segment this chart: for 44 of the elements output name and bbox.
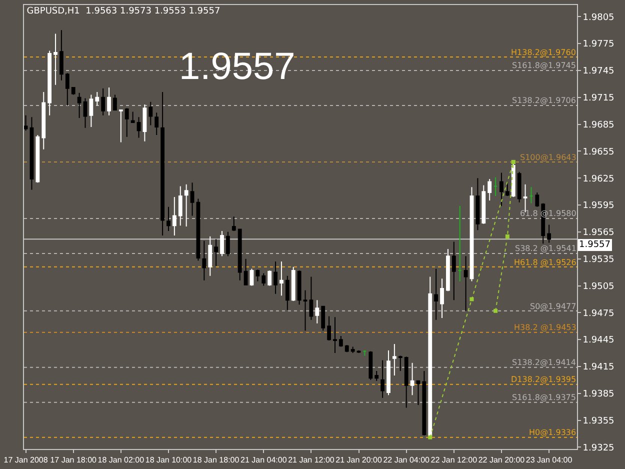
ref-line-label: S138.2@1.9414	[512, 358, 576, 367]
y-tick-label: 1.9505	[582, 282, 614, 292]
y-tick-label: 1.9805	[582, 12, 614, 23]
y-tick-label: 1.9715	[582, 94, 614, 104]
ref-line-label: S161.8@1.9375	[512, 393, 576, 402]
x-tick-label: 18 Jan 10:00	[145, 456, 192, 465]
ref-line-label: S0@1.9477	[530, 302, 576, 311]
x-tick-label: 17 Jan 2008	[4, 456, 48, 465]
x-tick-label: 23 Jan 04:00	[526, 456, 573, 465]
x-tick-label: 18 Jan 18:00	[192, 456, 240, 465]
ref-line-label: H0@1.9336	[529, 428, 576, 437]
y-tick-label: 1.9475	[582, 308, 614, 319]
ref-line-label: D138.2@1.9395	[511, 375, 576, 384]
ref-line-label: H38.2 @1.9453	[514, 323, 576, 332]
x-tick-label: 21 Jan 12:00	[288, 456, 335, 465]
text: 1.9557	[179, 46, 296, 88]
chart-title: GBPUSD,H1 1.9563 1.9573 1.9553 1.9557	[26, 6, 220, 16]
ref-line-label: S38.2 @1.9541	[515, 244, 576, 253]
x-tick-label: 21 Jan 04:00	[240, 456, 288, 465]
y-tick-label: 1.9685	[582, 120, 614, 130]
ref-line-label: S138.2@1.9706	[512, 96, 576, 105]
y-tick-label: 1.9415	[582, 362, 614, 373]
y-tick-label: 1.9625	[582, 174, 614, 184]
ref-line-label: 1.9557	[579, 240, 610, 250]
x-tick-label: 17 Jan 18:00	[50, 456, 98, 465]
y-tick-label: 1.9355	[582, 416, 614, 426]
ref-line-label: S100@1.9643	[520, 153, 576, 162]
y-tick-label: 1.9535	[582, 254, 614, 265]
y-tick-label: 1.9595	[582, 201, 614, 212]
ref-line-label: H138.2@1.9760	[511, 48, 576, 57]
x-tick-label: 22 Jan 04:00	[383, 456, 430, 465]
x-tick-label: 22 Jan 20:00	[478, 456, 526, 465]
ref-line-label: S161.8@1.9745	[512, 61, 576, 70]
y-tick-label: 1.9745	[582, 66, 614, 77]
ref-line-label: H61.8 @1.9526	[514, 258, 576, 267]
y-tick-label: 1.9325	[582, 443, 614, 454]
y-tick-label: 1.9385	[582, 390, 614, 400]
y-tick-label: 1.9445	[582, 336, 614, 346]
x-tick-label: 18 Jan 02:00	[98, 456, 145, 465]
x-tick-label: 22 Jan 12:00	[430, 456, 478, 465]
y-tick-label: 1.9565	[582, 228, 614, 238]
x-tick-label: 21 Jan 20:00	[336, 456, 382, 465]
y-tick-label: 1.9775	[582, 40, 614, 50]
y-tick-label: 1.9655	[582, 147, 614, 158]
